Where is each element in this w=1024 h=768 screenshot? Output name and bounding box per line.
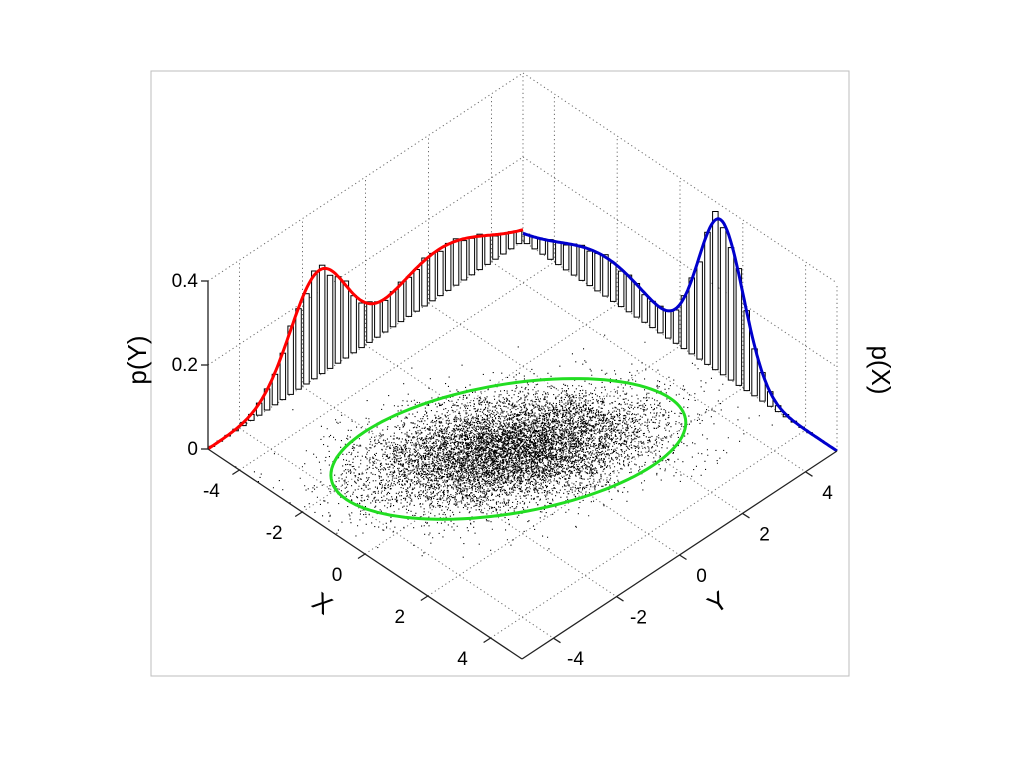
z-tick-label: 0.4 — [172, 271, 199, 292]
histogram-bar — [578, 244, 586, 281]
grid — [207, 72, 838, 639]
histogram-bar — [318, 264, 326, 375]
histogram-bar — [381, 299, 389, 333]
x-tick-label: -2 — [266, 523, 283, 544]
x-tick-label: 0 — [332, 565, 343, 586]
histogram-bar — [562, 244, 570, 271]
histogram-bar — [366, 301, 373, 343]
z-tick-label: 0 — [187, 439, 198, 460]
histogram-bar — [326, 274, 334, 369]
p-x-label: p(X) — [866, 345, 896, 394]
histogram-bar — [342, 280, 350, 359]
y-tick — [679, 554, 687, 561]
z-tick-label: 0.2 — [172, 355, 198, 376]
histogram-bar — [617, 270, 625, 308]
x-tick — [294, 511, 303, 518]
marginal-x-layer — [522, 211, 838, 453]
histogram-bar — [712, 211, 719, 371]
histogram-bar — [539, 239, 546, 255]
histogram-bar — [602, 254, 609, 297]
histogram-bar — [460, 240, 468, 281]
x-tick-label: 2 — [395, 607, 406, 628]
y-tick-label: 2 — [759, 524, 770, 545]
histogram-bar — [500, 232, 507, 255]
histogram-bar — [295, 308, 302, 390]
histogram-bar — [429, 252, 436, 302]
histogram-bar — [672, 309, 680, 344]
y-tick — [742, 512, 750, 519]
histogram-bar — [437, 250, 444, 297]
histogram-bar — [649, 300, 656, 329]
p-y-label: p(Y) — [122, 335, 152, 384]
histogram-bar — [641, 294, 648, 323]
y-tick-label: -4 — [567, 649, 584, 670]
histogram-bar — [452, 238, 460, 286]
histogram-bar — [531, 237, 538, 250]
histogram-bar — [586, 250, 593, 287]
histogram-bar — [358, 302, 365, 349]
histogram-bar — [515, 230, 523, 245]
density-curve-y — [207, 228, 524, 451]
histogram-bar — [421, 257, 428, 307]
histogram-bar — [389, 291, 397, 328]
x-tick-label: 4 — [457, 649, 468, 670]
histogram-bar — [492, 235, 499, 260]
histogram-bar — [610, 262, 617, 302]
histogram-bar — [570, 243, 578, 276]
axes — [201, 280, 838, 660]
histogram-bar — [696, 261, 703, 360]
histogram-bar — [405, 276, 413, 317]
confidence-ellipse — [329, 377, 688, 521]
histogram-bar — [468, 237, 476, 276]
histogram-bar — [704, 231, 711, 365]
histogram-bar — [688, 277, 695, 355]
histogram-bar — [594, 252, 601, 292]
histogram-bar — [334, 276, 342, 364]
y-tick — [616, 596, 624, 602]
y-tick — [553, 637, 561, 644]
x-tick — [483, 637, 491, 644]
histogram-bar — [413, 269, 420, 312]
histogram-bar — [484, 234, 491, 265]
histogram-bar — [719, 227, 727, 376]
y-tick-label: 0 — [696, 566, 707, 587]
histogram-bar — [444, 242, 452, 291]
histogram-bar — [311, 270, 318, 380]
confidence-ellipse-layer — [329, 377, 688, 521]
y-tick — [805, 471, 813, 477]
x-tick — [357, 553, 366, 560]
histogram-bar — [303, 293, 310, 385]
y-tick-label: 4 — [822, 483, 833, 504]
histogram-bar — [350, 295, 357, 354]
marginal-y-layer — [207, 228, 524, 451]
x-tick-label: -4 — [203, 481, 220, 502]
x-tick — [232, 469, 240, 476]
histogram-bar — [665, 311, 672, 339]
histogram-bar — [555, 241, 562, 266]
histogram-bar — [374, 301, 381, 338]
histogram-bar — [727, 247, 735, 381]
density-curve-x — [522, 217, 838, 453]
histogram-bar — [476, 233, 483, 271]
x-tick — [420, 595, 429, 602]
y-tick-label: -2 — [630, 608, 647, 629]
histogram-bar — [507, 231, 515, 250]
histogram-bar — [625, 274, 633, 313]
